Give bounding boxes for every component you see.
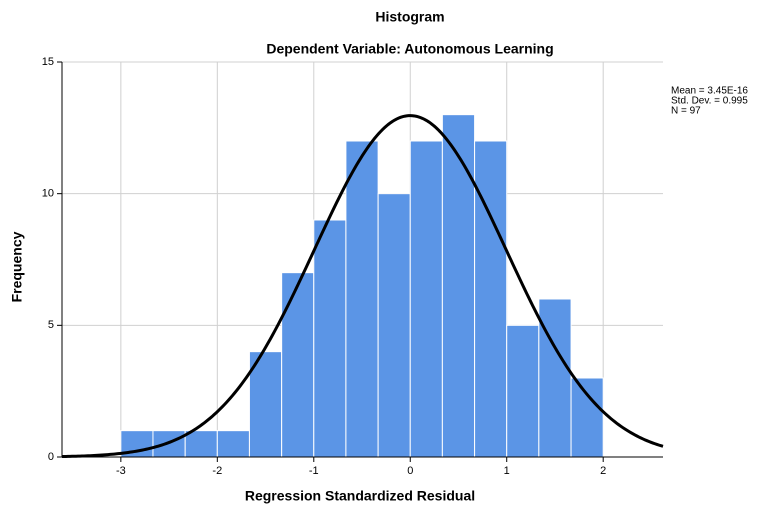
bar — [506, 324, 540, 458]
bar — [570, 377, 604, 458]
x-tick-label: 1 — [504, 465, 510, 477]
bar — [313, 219, 347, 458]
bar — [409, 140, 443, 458]
bar — [281, 272, 315, 458]
y-tick-label: 0 — [48, 451, 54, 463]
bar — [441, 114, 476, 458]
stats-annotation: Std. Dev. = 0.995 — [671, 96, 748, 107]
bar — [377, 193, 411, 458]
stats-annotation: Mean = 3.45E-16 — [671, 86, 748, 97]
chart-title: Histogram — [375, 9, 444, 25]
bar — [248, 351, 283, 458]
bar — [184, 430, 218, 458]
x-tick-label: -2 — [212, 465, 222, 477]
y-tick-label: 15 — [42, 56, 54, 68]
normal-curve — [61, 114, 664, 459]
x-tick-label: -3 — [116, 465, 126, 477]
y-tick-label: 5 — [48, 319, 54, 331]
y-tick-label: 10 — [42, 188, 54, 200]
stats-annotation: N = 97 — [671, 106, 701, 117]
x-axis-label: Regression Standardized Residual — [245, 488, 475, 504]
bar — [345, 140, 379, 458]
x-tick-label: 2 — [600, 465, 606, 477]
bar — [216, 430, 250, 458]
bar — [474, 140, 508, 458]
bar — [538, 298, 572, 458]
x-tick-label: -1 — [309, 465, 319, 477]
chart-subtitle: Dependent Variable: Autonomous Learning — [266, 41, 553, 57]
y-axis-label: Frequency — [9, 231, 25, 302]
x-tick-label: 0 — [407, 465, 413, 477]
